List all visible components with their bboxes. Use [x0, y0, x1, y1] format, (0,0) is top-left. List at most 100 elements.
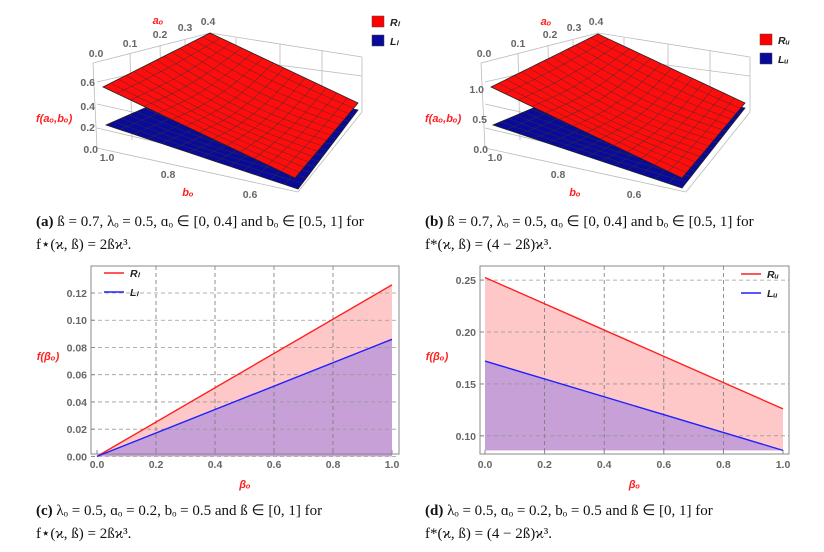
x-tick-label: 0.1: [123, 38, 138, 50]
upper-surface-mesh-line: [586, 68, 672, 133]
caption-formula: f⋆(ϰ, ß) = 2ßϰ³.: [36, 526, 132, 542]
y-tick-label: 1.0: [488, 152, 503, 164]
caption-label: (d): [425, 503, 444, 519]
y-tick-label: 0.04: [67, 397, 88, 409]
y-tick-label: 0.10: [456, 431, 477, 443]
legend-swatch: [759, 33, 773, 46]
upper-surface: [490, 33, 746, 179]
caption-a: (a) ß = 0.7, λₒ = 0.5, ɑₒ ∈ [0, 0.4] and…: [36, 211, 406, 257]
x-tick-label: 0.1: [511, 38, 526, 50]
legend-label: Rₗ: [390, 17, 401, 29]
upper-surface-mesh-line: [212, 72, 295, 140]
x-tick-label: 0.4: [589, 16, 604, 28]
x-tick-label: 0.0: [478, 459, 493, 471]
legend-swatch: [371, 15, 385, 28]
upper-surface-mesh-line: [654, 92, 725, 166]
caption-b: (b) ß = 0.7, λₒ = 0.5, ɑₒ ∈ [0, 0.4] and…: [425, 211, 795, 257]
x-tick-label: 0.2: [537, 459, 552, 471]
upper-series-line: [96, 284, 393, 457]
y-tick-label: 0.10: [67, 315, 88, 327]
x-tick-label: 0.6: [267, 459, 282, 471]
legend-label: Lₗ: [130, 287, 139, 299]
upper-surface-mesh-line: [179, 48, 341, 125]
bounding-box-edge: [92, 62, 98, 149]
upper-surface-mesh-line: [226, 77, 306, 146]
bounding-box-edge: [685, 111, 751, 193]
upper-surface-mesh-line: [202, 36, 354, 109]
caption-label: (c): [36, 503, 53, 519]
plot-frame: [90, 265, 400, 455]
y-tick-label: 0.8: [161, 169, 176, 181]
legend-label: Rᵤ: [767, 269, 779, 281]
bounding-box-edge: [480, 32, 599, 64]
plot-frame: [479, 265, 790, 455]
legend-swatch: [371, 34, 385, 47]
upper-surface-mesh-line: [281, 97, 348, 172]
upper-surface-mesh-line: [590, 37, 741, 109]
y-tick-label: 0.08: [67, 342, 88, 354]
legend-label: Lᵤ: [767, 288, 778, 300]
x-axis-label: βₒ: [628, 479, 641, 491]
upper-series-line: [484, 276, 784, 410]
bounding-box-edge: [92, 32, 211, 64]
y-tick-label: 0.02: [67, 424, 88, 436]
caption-formula: f*(ϰ, ß) = (4 − 2ß)ϰ³.: [425, 237, 552, 253]
bounding-box-edge: [597, 32, 751, 58]
y-tick-label: 0.06: [67, 370, 88, 382]
upper-surface-mesh-line: [163, 55, 332, 136]
upper-surface-mesh-line: [613, 78, 693, 146]
x-tick-label: 1.0: [776, 459, 791, 471]
x-tick-label: 0.2: [149, 459, 164, 471]
y-tick-label: 0.8: [551, 169, 566, 181]
y-axis-label: f(βₒ): [37, 351, 60, 363]
bounding-box-edge: [96, 147, 299, 193]
x-tick-label: 0.6: [656, 459, 671, 471]
upper-surface-mesh-line: [668, 97, 735, 172]
legend-label: Rᵤ: [778, 35, 790, 47]
y-tick-label: 0.20: [456, 327, 477, 339]
y-tick-label: 1.0: [100, 152, 115, 164]
x-tick-label: 0.0: [90, 459, 105, 471]
upper-surface-mesh-line: [186, 44, 345, 120]
caption-formula: f⋆(ϰ, ß) = 2ßϰ³.: [36, 237, 132, 253]
x-tick-label: 0.3: [567, 22, 582, 34]
lower-series-line: [96, 338, 393, 458]
legend-swatch: [759, 52, 773, 65]
legend-label: Lᵤ: [778, 54, 789, 66]
z-tick-label: 0.0: [473, 144, 488, 156]
bounding-box-edge: [297, 111, 363, 193]
upper-surface-mesh-line: [194, 40, 350, 114]
upper-surface-mesh-line: [627, 83, 704, 153]
x-tick-label: 0.2: [543, 29, 558, 41]
legend-label: Rₗ: [130, 268, 141, 280]
caption-text: ß = 0.7, λₒ = 0.5, ɑₒ ∈ [0, 0.4] and bₒ …: [57, 214, 364, 230]
caption-label: (a): [36, 214, 54, 230]
bounding-box-edge: [484, 147, 687, 193]
z-axis-label: f(aₒ,bₒ): [425, 113, 462, 125]
y-axis-label: bₒ: [569, 187, 581, 199]
y-tick-label: 0.25: [456, 275, 477, 287]
legend-label: Lₗ: [390, 36, 399, 48]
x-tick-label: 0.4: [201, 16, 216, 28]
upper-surface-mesh-line: [559, 52, 723, 131]
caption-d: (d) λₒ = 0.5, ɑₒ = 0.2, bₒ = 0.5 and ß ∈…: [425, 500, 795, 546]
upper-surface-mesh-line: [574, 45, 732, 120]
z-tick-label: 1.0: [469, 84, 484, 96]
caption-text: λₒ = 0.5, ɑₒ = 0.2, bₒ = 0.5 and ß ∈ [0,…: [447, 503, 713, 519]
caption-text: ß = 0.7, λₒ = 0.5, ɑₒ ∈ [0, 0.4] and bₒ …: [447, 214, 754, 230]
y-tick-label: 0.6: [243, 189, 258, 201]
bounding-box-edge: [480, 62, 486, 149]
x-tick-label: 0.2: [153, 29, 168, 41]
upper-surface-mesh-line: [640, 88, 714, 159]
y-tick-label: 0.00: [67, 451, 88, 463]
caption-label: (b): [425, 214, 444, 230]
z-tick-label: 0.0: [83, 144, 98, 156]
z-axis-label: f(aₒ,bₒ): [36, 113, 73, 125]
z-tick-label: 0.4: [80, 101, 95, 113]
caption-text: λₒ = 0.5, ɑₒ = 0.2, bₒ = 0.5 and ß ∈ [0,…: [56, 503, 323, 519]
x-axis-label: aₒ: [541, 16, 552, 28]
upper-surface-mesh-line: [582, 41, 737, 114]
upper-surface-mesh-line: [567, 48, 728, 125]
upper-surface-mesh-line: [198, 67, 285, 133]
